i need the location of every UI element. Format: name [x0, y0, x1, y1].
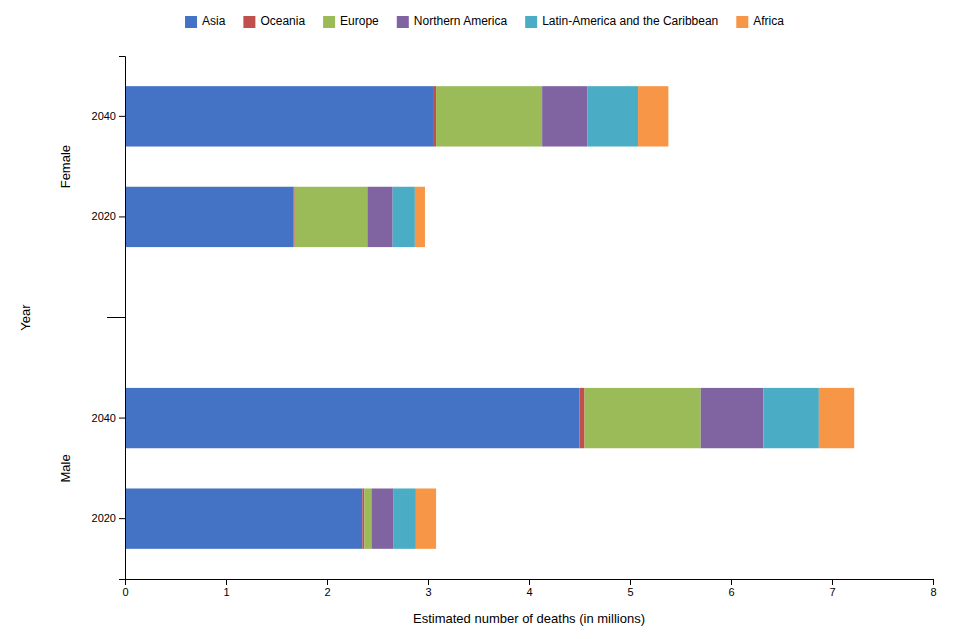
- legend-item: Oceania: [243, 14, 305, 28]
- legend-swatch: [525, 16, 537, 28]
- x-tick-label: 2: [324, 586, 330, 598]
- bar-segment: [580, 388, 585, 448]
- legend-label: Latin-America and the Caribbean: [542, 14, 718, 28]
- group-separator: [107, 317, 125, 318]
- x-tick-label: 1: [223, 586, 229, 598]
- legend-item: Latin-America and the Caribbean: [525, 14, 718, 28]
- y-tick-label: 2020: [92, 512, 116, 524]
- x-tick-label: 7: [829, 586, 835, 598]
- bar-segment: [585, 388, 701, 448]
- legend-label: Northern America: [414, 14, 508, 28]
- x-tick-mark: [226, 579, 227, 585]
- bar-segment: [295, 187, 368, 247]
- x-tick-label: 6: [728, 586, 734, 598]
- y-tick: 2040: [92, 412, 125, 424]
- bar-segment: [416, 488, 436, 548]
- bar-series: [295, 86, 701, 549]
- legend-swatch: [736, 16, 748, 28]
- legend-label: Oceania: [260, 14, 305, 28]
- group-label: Male: [58, 454, 73, 482]
- bar-segment: [588, 86, 639, 146]
- legend-item: Europe: [323, 14, 379, 28]
- x-tick: 5: [627, 579, 633, 598]
- legend-swatch: [323, 16, 335, 28]
- x-tick-mark: [832, 579, 833, 585]
- y-tick-label: 2040: [92, 110, 116, 122]
- y-tick-label: 2040: [92, 412, 116, 424]
- x-axis-line: [126, 580, 934, 586]
- legend-item: Northern America: [397, 14, 508, 28]
- x-tick-mark: [327, 579, 328, 585]
- x-tick: 2: [324, 579, 330, 598]
- bar-segment: [371, 488, 393, 548]
- bar-segment: [367, 187, 392, 247]
- x-tick-mark: [933, 579, 934, 585]
- x-tick-label: 8: [930, 586, 936, 598]
- x-tick-mark: [630, 579, 631, 585]
- x-tick: 7: [829, 579, 835, 598]
- x-tick-label: 4: [526, 586, 532, 598]
- y-tick: 2020: [92, 210, 125, 222]
- bar-segment: [763, 388, 819, 448]
- bar-segment: [125, 86, 433, 146]
- x-tick-mark: [529, 579, 530, 585]
- x-tick: 4: [526, 579, 532, 598]
- bar-segment: [433, 86, 436, 146]
- bar-segment: [125, 388, 580, 448]
- legend: Asia Oceania Europe Northern America Latin-A…: [185, 14, 784, 28]
- y-axis-title: Year: [18, 304, 33, 331]
- bar-segment: [362, 488, 364, 548]
- bar-segment: [125, 187, 294, 247]
- x-tick-mark: [731, 579, 732, 585]
- legend-item: Africa: [736, 14, 784, 28]
- legend-swatch: [185, 16, 197, 28]
- legend-label: Asia: [202, 14, 226, 28]
- x-tick-label: 5: [627, 586, 633, 598]
- bar-segment: [436, 86, 542, 146]
- legend-label: Africa: [753, 14, 784, 28]
- plot: 0 1 2 3 4 5 6 7 8 2020 2040 2020 2040 Male Female Estim…: [18, 57, 936, 627]
- group-label: Female: [58, 145, 73, 188]
- bar-segment: [638, 86, 668, 146]
- legend-swatch: [397, 16, 409, 28]
- legend-swatch: [243, 16, 255, 28]
- bar-segment: [542, 86, 587, 146]
- y-tick-mark: [119, 518, 125, 519]
- bar-segment: [364, 488, 371, 548]
- bar-segment: [415, 187, 425, 247]
- y-tick-mark: [119, 418, 125, 419]
- y-tick-mark: [119, 116, 125, 117]
- x-tick: 0: [122, 579, 128, 598]
- x-tick-mark: [428, 579, 429, 585]
- bar-series: [294, 86, 585, 549]
- bar-segment: [819, 388, 854, 448]
- bars: [125, 86, 854, 549]
- bar-series: [415, 86, 854, 549]
- x-tick: 3: [425, 579, 431, 598]
- x-tick: 1: [223, 579, 229, 598]
- y-tick: 2040: [92, 110, 125, 122]
- x-tick-label: 0: [122, 586, 128, 598]
- x-tick: 8: [930, 579, 936, 598]
- x-axis-title: Estimated number of deaths (in millions): [413, 611, 645, 626]
- x-axis: 0 1 2 3 4 5 6 7 8: [122, 579, 936, 598]
- y-axis: 2020 2040 2020 2040: [92, 57, 126, 580]
- chart: 0 1 2 3 4 5 6 7 8 2020 2040 2020 2040 Male Female Estim…: [0, 0, 969, 639]
- x-tick: 6: [728, 579, 734, 598]
- y-tick: 2020: [92, 512, 125, 524]
- bar-series: [393, 86, 819, 549]
- bar-series: [125, 86, 580, 549]
- bar-segment: [701, 388, 764, 448]
- bar-segment: [394, 488, 416, 548]
- bar-segment: [393, 187, 415, 247]
- bar-segment: [125, 488, 362, 548]
- y-tick-mark: [119, 216, 125, 217]
- legend-label: Europe: [340, 14, 379, 28]
- x-tick-label: 3: [425, 586, 431, 598]
- legend-item: Asia: [185, 14, 226, 28]
- y-tick-label: 2020: [92, 210, 116, 222]
- bar-series: [367, 86, 763, 549]
- bar-segment: [294, 187, 295, 247]
